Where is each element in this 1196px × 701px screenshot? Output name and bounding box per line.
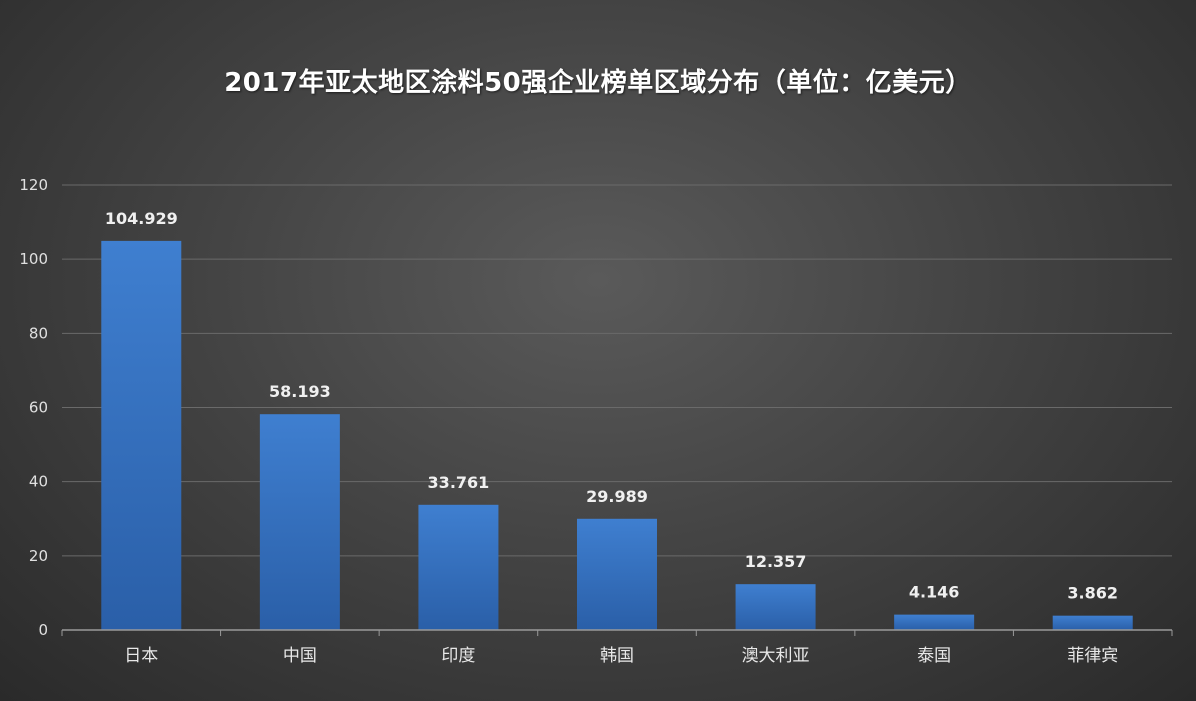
data-label: 29.989 xyxy=(586,487,648,506)
axes xyxy=(61,629,1173,636)
data-label: 58.193 xyxy=(269,382,331,401)
bar xyxy=(418,504,499,630)
x-category-label: 澳大利亚 xyxy=(742,646,810,666)
x-category-label: 韩国 xyxy=(600,646,634,666)
bar xyxy=(894,614,975,630)
x-category-label: 菲律宾 xyxy=(1067,646,1118,666)
data-label: 4.146 xyxy=(909,583,960,602)
bar xyxy=(577,518,657,630)
x-category-label: 印度 xyxy=(441,646,475,666)
x-category-label: 中国 xyxy=(283,646,317,666)
y-tick-label: 100 xyxy=(19,250,48,268)
data-label: 12.357 xyxy=(745,552,807,571)
y-tick-label: 80 xyxy=(29,324,48,342)
grid-lines xyxy=(62,184,1172,557)
y-tick-label: 40 xyxy=(29,473,48,491)
bar xyxy=(1052,615,1133,630)
x-category-label: 日本 xyxy=(124,646,158,666)
bar xyxy=(259,414,340,630)
bar xyxy=(101,240,182,630)
y-tick-label: 60 xyxy=(29,399,48,417)
y-tick-label: 20 xyxy=(29,547,48,565)
data-label: 104.929 xyxy=(105,209,178,228)
y-tick-label: 0 xyxy=(38,621,48,639)
labels: 0 20 40 60 80 100 120 104.929 日本 58.193 中国 33.761 印度… xyxy=(19,176,1118,666)
data-label: 33.761 xyxy=(428,473,490,492)
x-category-label: 泰国 xyxy=(917,646,951,666)
y-tick-label: 120 xyxy=(19,176,48,194)
chart-title: 2017年亚太地区涂料50强企业榜单区域分布（单位：亿美元） xyxy=(224,68,972,98)
bars xyxy=(101,240,1133,630)
data-label: 3.862 xyxy=(1067,584,1118,603)
bar xyxy=(735,584,816,630)
